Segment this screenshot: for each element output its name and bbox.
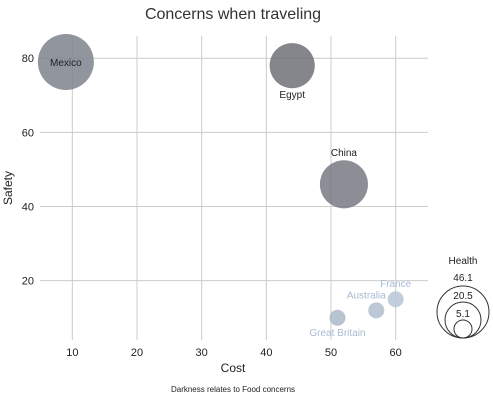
bubble-label: Australia	[347, 290, 386, 301]
x-tick-label: 60	[390, 347, 402, 359]
bubble-point	[329, 309, 346, 326]
legend-circle	[453, 319, 473, 339]
y-tick-label: 60	[22, 127, 34, 139]
legend-value: 20.5	[453, 291, 473, 302]
x-tick-label: 30	[196, 347, 208, 359]
footnote: Darkness relates to Food concerns	[171, 385, 295, 394]
bubble-label: China	[331, 148, 358, 159]
bubble-point	[368, 302, 385, 319]
chart-title: Concerns when traveling	[145, 6, 321, 23]
bubble-label: France	[380, 279, 412, 290]
y-tick-label: 40	[22, 202, 34, 214]
y-axis-title: Safety	[1, 171, 15, 205]
x-tick-label: 20	[131, 347, 143, 359]
bubble-label: Mexico	[50, 58, 82, 69]
bubble-point	[37, 33, 94, 90]
tick-labels: 10 20 30 40 50 60 20 40 60 80	[22, 53, 402, 359]
bubble-label: Great Britain	[309, 328, 365, 339]
x-tick-label: 40	[260, 347, 272, 359]
bubble-label: Egypt	[279, 90, 305, 101]
x-tick-label: 50	[325, 347, 337, 359]
legend-value: 5.1	[456, 309, 470, 320]
x-tick-label: 10	[66, 347, 78, 359]
y-tick-label: 20	[22, 276, 34, 288]
legend-title: Health	[449, 256, 478, 267]
size-legend: Health 46.1 20.5 5.1	[436, 256, 490, 339]
y-tick-label: 80	[22, 53, 34, 65]
bubble-point	[387, 291, 404, 308]
legend-value: 46.1	[453, 273, 473, 284]
bubble-point	[319, 160, 368, 209]
x-axis-title: Cost	[221, 361, 246, 375]
bubble-point	[269, 43, 315, 89]
